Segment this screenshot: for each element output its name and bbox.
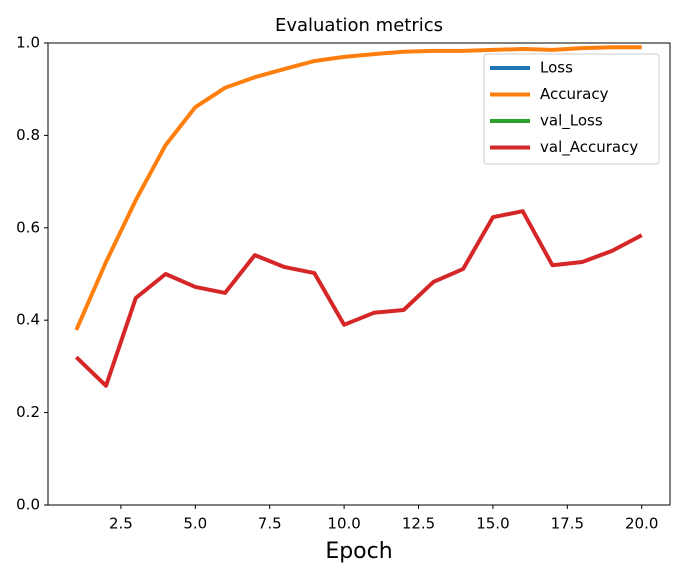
- legend-box: [483, 53, 660, 165]
- x-tick-label: 17.5: [551, 515, 584, 533]
- y-tick-label: 0.4: [16, 311, 40, 329]
- x-tick-label: 12.5: [402, 515, 435, 533]
- legend-label: Loss: [540, 59, 573, 77]
- x-axis-label: Epoch: [325, 539, 392, 564]
- y-tick-label: 1.0: [16, 34, 40, 52]
- y-tick-label: 0.8: [16, 126, 40, 144]
- legend-label: val_Loss: [540, 112, 603, 131]
- y-tick-label: 0.0: [16, 496, 40, 514]
- legend-label: Accuracy: [540, 85, 609, 103]
- x-tick-label: 2.5: [109, 515, 133, 533]
- series-line: [74, 45, 642, 331]
- y-tick-label: 0.6: [16, 218, 40, 236]
- plot-frame: [47, 42, 671, 506]
- y-tick-label: 0.2: [16, 403, 40, 421]
- legend-label: val_Accuracy: [540, 138, 638, 157]
- x-tick-label: 5.0: [183, 515, 207, 533]
- x-tick-label: 7.5: [258, 515, 282, 533]
- x-tick-label: 20.0: [625, 515, 658, 533]
- chart-title: Evaluation metrics: [275, 15, 443, 36]
- series-line: [74, 209, 643, 388]
- x-tick-label: 10.0: [327, 515, 360, 533]
- x-tick-label: 15.0: [476, 515, 509, 533]
